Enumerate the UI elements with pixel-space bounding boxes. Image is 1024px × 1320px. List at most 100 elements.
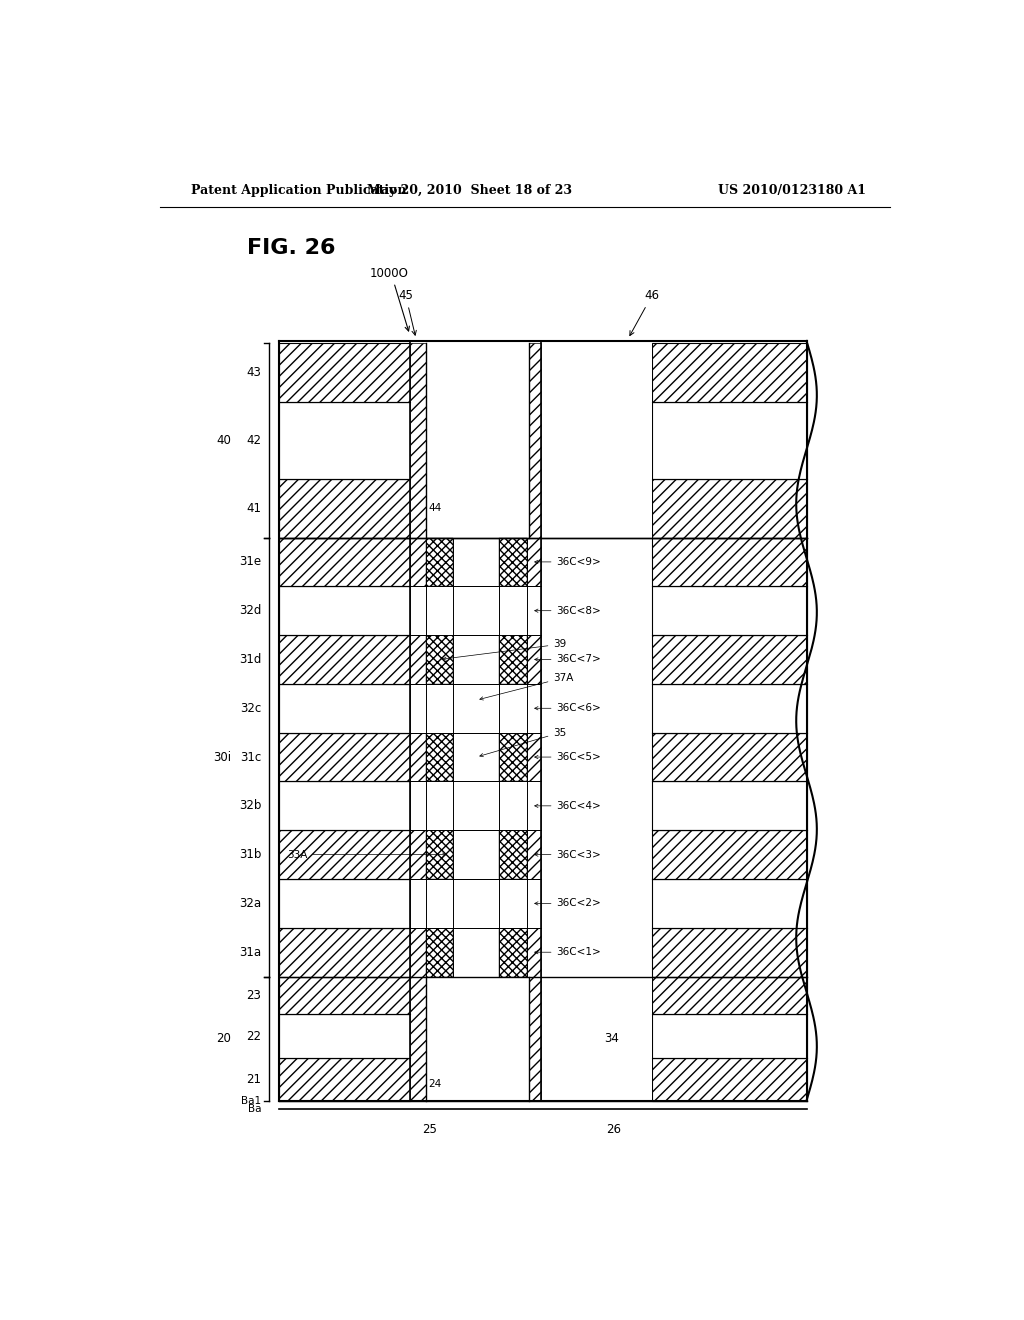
Bar bbox=[500, 830, 527, 879]
Text: 20: 20 bbox=[216, 1032, 231, 1045]
Bar bbox=[454, 830, 500, 879]
Bar bbox=[652, 733, 807, 781]
Bar bbox=[500, 537, 527, 586]
Bar bbox=[426, 635, 454, 684]
Bar bbox=[279, 401, 410, 479]
Bar bbox=[279, 977, 410, 1014]
Bar bbox=[652, 1014, 807, 1057]
Text: 39: 39 bbox=[443, 639, 566, 660]
Text: 36C<7>: 36C<7> bbox=[535, 655, 601, 664]
Text: 43: 43 bbox=[247, 366, 261, 379]
Bar bbox=[410, 537, 426, 586]
Bar bbox=[410, 781, 541, 830]
Bar bbox=[426, 343, 528, 537]
Bar bbox=[500, 733, 527, 781]
Bar bbox=[652, 635, 807, 684]
Bar bbox=[410, 684, 541, 733]
Bar bbox=[279, 1057, 410, 1101]
Bar bbox=[527, 928, 541, 977]
Text: 1000O: 1000O bbox=[370, 268, 409, 280]
Text: 31e: 31e bbox=[240, 556, 261, 569]
Bar bbox=[652, 343, 807, 401]
Bar bbox=[279, 635, 410, 684]
Text: 21: 21 bbox=[247, 1073, 261, 1086]
Bar bbox=[410, 343, 426, 537]
Bar bbox=[426, 977, 528, 1101]
Bar bbox=[454, 635, 500, 684]
Text: Patent Application Publication: Patent Application Publication bbox=[191, 185, 407, 198]
Bar bbox=[652, 586, 807, 635]
Text: 42: 42 bbox=[247, 434, 261, 446]
Text: 36C<5>: 36C<5> bbox=[535, 752, 601, 762]
Text: 36C<4>: 36C<4> bbox=[535, 801, 601, 810]
Bar bbox=[500, 928, 527, 977]
Bar bbox=[426, 830, 454, 879]
Bar bbox=[410, 343, 652, 537]
Text: 35: 35 bbox=[480, 727, 566, 756]
Bar bbox=[410, 635, 426, 684]
Text: 34: 34 bbox=[604, 1032, 620, 1045]
Text: 23: 23 bbox=[247, 989, 261, 1002]
Bar bbox=[426, 537, 454, 586]
Text: 41: 41 bbox=[247, 502, 261, 515]
Bar bbox=[279, 586, 410, 635]
Bar bbox=[279, 879, 410, 928]
Bar bbox=[279, 479, 410, 537]
Bar bbox=[528, 343, 541, 537]
Bar bbox=[410, 830, 426, 879]
Text: 32a: 32a bbox=[240, 896, 261, 909]
Bar bbox=[410, 977, 652, 1101]
Text: May 20, 2010  Sheet 18 of 23: May 20, 2010 Sheet 18 of 23 bbox=[367, 185, 571, 198]
Bar bbox=[279, 1014, 410, 1057]
Bar bbox=[426, 733, 454, 781]
Text: 26: 26 bbox=[606, 1123, 622, 1137]
Text: 31a: 31a bbox=[240, 945, 261, 958]
Text: 36C<8>: 36C<8> bbox=[535, 606, 601, 615]
Bar bbox=[652, 1057, 807, 1101]
Bar bbox=[652, 879, 807, 928]
Bar bbox=[454, 928, 500, 977]
Bar bbox=[279, 343, 410, 401]
Text: 46: 46 bbox=[630, 289, 659, 335]
Bar bbox=[652, 479, 807, 537]
Bar bbox=[652, 781, 807, 830]
Text: 32b: 32b bbox=[239, 800, 261, 812]
Bar bbox=[454, 537, 500, 586]
Text: 40: 40 bbox=[216, 434, 231, 446]
Bar bbox=[410, 879, 541, 928]
Bar bbox=[500, 635, 527, 684]
Text: 44: 44 bbox=[428, 503, 441, 513]
Bar bbox=[527, 733, 541, 781]
Text: 32c: 32c bbox=[240, 702, 261, 714]
Text: 31b: 31b bbox=[239, 849, 261, 861]
Bar bbox=[279, 684, 410, 733]
Bar bbox=[652, 537, 807, 586]
Bar bbox=[426, 928, 454, 977]
Bar bbox=[652, 401, 807, 479]
Bar bbox=[454, 733, 500, 781]
Text: 24: 24 bbox=[428, 1080, 441, 1089]
Bar bbox=[652, 928, 807, 977]
Text: 31d: 31d bbox=[239, 653, 261, 667]
Text: 36C<1>: 36C<1> bbox=[535, 948, 601, 957]
Text: 37A: 37A bbox=[480, 673, 573, 700]
Bar bbox=[410, 586, 541, 635]
Text: 22: 22 bbox=[247, 1030, 261, 1043]
Bar bbox=[410, 928, 426, 977]
Text: US 2010/0123180 A1: US 2010/0123180 A1 bbox=[718, 185, 866, 198]
Text: 30i: 30i bbox=[213, 751, 231, 763]
Text: 45: 45 bbox=[398, 289, 417, 335]
Bar bbox=[652, 830, 807, 879]
Bar bbox=[279, 830, 410, 879]
Text: 31c: 31c bbox=[240, 751, 261, 763]
Bar bbox=[279, 781, 410, 830]
Bar bbox=[279, 733, 410, 781]
Text: 32d: 32d bbox=[239, 605, 261, 618]
Bar bbox=[279, 537, 410, 586]
Bar bbox=[527, 635, 541, 684]
Text: 25: 25 bbox=[422, 1123, 437, 1137]
Text: Ba1: Ba1 bbox=[242, 1096, 261, 1106]
Text: 36C<6>: 36C<6> bbox=[535, 704, 601, 713]
Text: FIG. 26: FIG. 26 bbox=[247, 238, 336, 257]
Bar bbox=[527, 537, 541, 586]
